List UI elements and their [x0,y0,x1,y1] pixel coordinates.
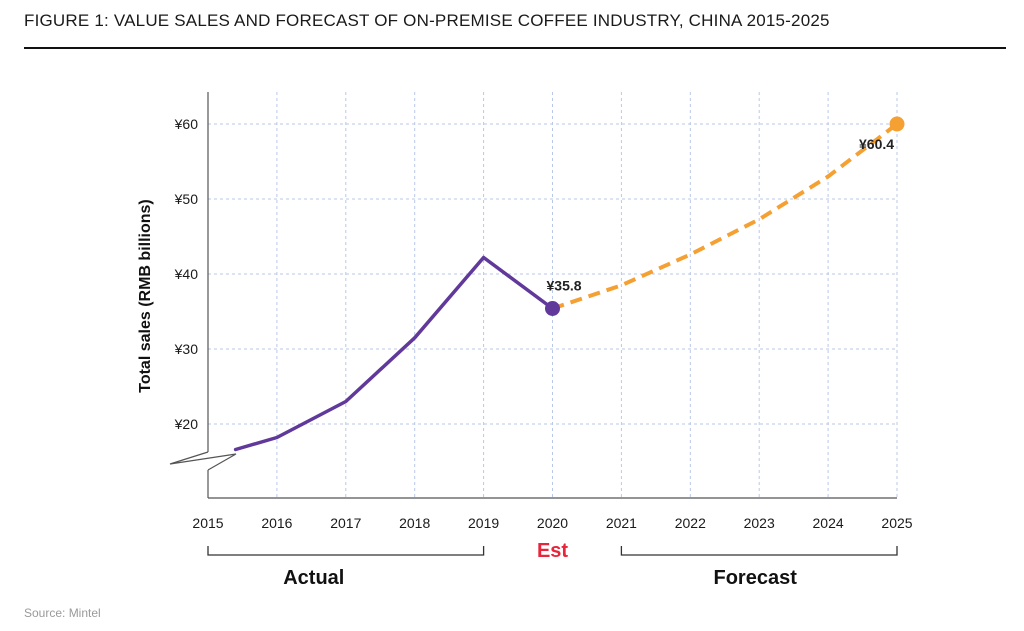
estimate-2020-marker [545,301,560,316]
x-tick-label-2022: 2022 [675,515,706,531]
figure-title: FIGURE 1: VALUE SALES AND FORECAST OF ON… [24,11,830,30]
y-tick-label-20: ¥20 [174,416,199,432]
x-tick-label-2024: 2024 [813,515,844,531]
data-label-2020: ¥35.8 [547,278,582,294]
x-tick-label-2015: 2015 [192,515,223,531]
x-tick-label-2018: 2018 [399,515,430,531]
x-tick-label-2016: 2016 [261,515,292,531]
forecast-2025-marker [889,116,905,132]
y-tick-label-60: ¥60 [174,116,199,132]
actual-series-line [233,255,555,452]
axis-break-mark [169,451,237,471]
x-tick-label-2021: 2021 [606,515,637,531]
title-divider [24,47,1006,49]
group-label-actual: Actual [283,567,344,589]
x-tick-label-2019: 2019 [468,515,499,531]
source-note: Source: Mintel [24,606,101,620]
y-axis-label: Total sales (RMB billions) [137,199,154,393]
x-tick-label-2023: 2023 [744,515,775,531]
x-tick-label-2020: 2020 [537,515,568,531]
y-tick-label-40: ¥40 [174,266,199,282]
x-tick-label-2025: 2025 [881,515,912,531]
bracket-actual [207,546,485,556]
group-label-forecast: Forecast [714,567,798,589]
y-tick-label-30: ¥30 [174,341,199,357]
y-tick-label-50: ¥50 [174,191,199,207]
estimate-label: Est [537,540,568,562]
data-label-2025: ¥60.4 [859,136,894,152]
x-tick-label-2017: 2017 [330,515,361,531]
bracket-forecast [620,546,898,556]
forecast-series-line [551,122,899,311]
